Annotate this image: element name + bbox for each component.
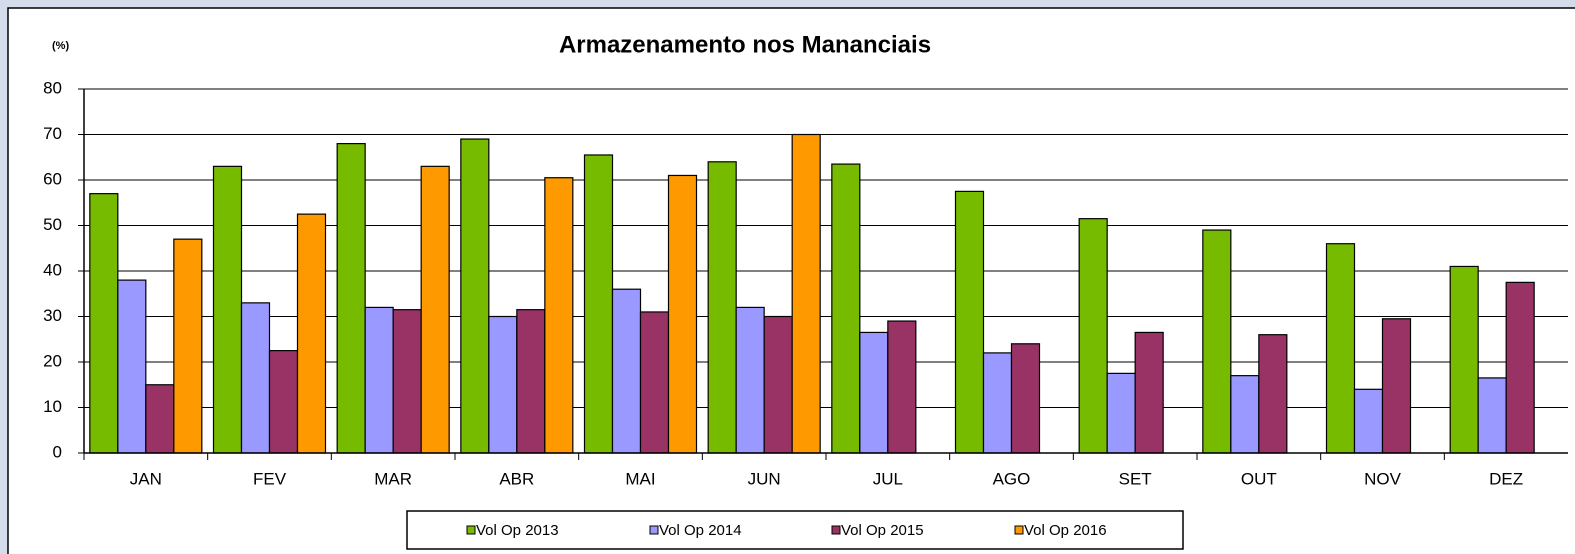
x-tick-label: DEZ xyxy=(1489,469,1523,488)
y-tick-label: 50 xyxy=(43,215,62,234)
bar xyxy=(1381,318,1412,454)
chart-frame xyxy=(7,7,1575,554)
bar xyxy=(544,177,574,454)
legend-label: Vol Op 2014 xyxy=(659,522,742,539)
x-tick-label: AGO xyxy=(993,469,1031,488)
bar xyxy=(460,138,490,454)
legend-swatch xyxy=(831,525,841,535)
y-tick-label: 40 xyxy=(43,260,62,279)
legend-swatch xyxy=(466,525,476,535)
bar xyxy=(1078,218,1108,454)
y-tick-label: 70 xyxy=(43,124,62,143)
bar xyxy=(735,306,765,454)
legend-swatch xyxy=(649,525,659,535)
bar xyxy=(1202,229,1232,454)
legend-label: Vol Op 2015 xyxy=(841,522,924,539)
legend-box xyxy=(406,510,1184,550)
y-tick-label: 60 xyxy=(43,169,62,188)
x-tick-label: SET xyxy=(1119,469,1152,488)
bar xyxy=(791,133,821,454)
bar xyxy=(887,320,917,454)
x-tick-label: ABR xyxy=(499,469,534,488)
bar xyxy=(954,190,985,454)
x-tick-label: NOV xyxy=(1364,469,1402,488)
bar xyxy=(392,309,422,454)
y-tick-label: 20 xyxy=(43,351,62,370)
y-tick-label: 10 xyxy=(43,397,62,416)
y-tick-label: 0 xyxy=(53,442,62,461)
bar xyxy=(516,309,546,454)
y-axis-label: (%) xyxy=(52,40,69,52)
bar xyxy=(583,154,614,454)
bar xyxy=(763,315,793,454)
bar xyxy=(420,165,450,454)
x-tick-label: MAI xyxy=(625,469,655,488)
bar xyxy=(1230,375,1260,454)
bar xyxy=(336,143,366,454)
bar xyxy=(831,163,861,454)
bar xyxy=(1258,334,1288,454)
legend-swatch xyxy=(1014,525,1024,535)
bar xyxy=(707,161,737,454)
bar xyxy=(240,302,271,454)
bar xyxy=(1353,388,1384,454)
y-tick-label: 80 xyxy=(43,78,62,97)
y-tick-label: 30 xyxy=(43,306,62,325)
bar xyxy=(611,288,642,454)
x-tick-label: JAN xyxy=(130,469,162,488)
bar xyxy=(1106,372,1136,454)
bar xyxy=(268,350,299,454)
legend-label: Vol Op 2013 xyxy=(476,522,559,539)
bar xyxy=(488,315,518,454)
x-tick-label: OUT xyxy=(1241,469,1277,488)
bar xyxy=(667,174,698,454)
bar xyxy=(1010,343,1041,454)
bar xyxy=(982,352,1013,454)
bar xyxy=(1325,243,1356,454)
chart-title: Armazenamento nos Mananciais xyxy=(559,31,931,58)
bar xyxy=(1449,265,1479,454)
bar xyxy=(296,213,327,454)
bar xyxy=(117,279,147,454)
bar xyxy=(1505,281,1535,454)
x-tick-label: JUL xyxy=(873,469,903,488)
bar xyxy=(639,311,670,454)
bar xyxy=(1477,377,1507,454)
x-tick-label: FEV xyxy=(253,469,287,488)
bar xyxy=(89,193,119,454)
bar xyxy=(173,238,203,454)
bar xyxy=(859,331,889,454)
bar xyxy=(145,384,175,454)
x-tick-label: MAR xyxy=(374,469,412,488)
legend-label: Vol Op 2016 xyxy=(1024,522,1107,539)
x-tick-label: JUN xyxy=(748,469,781,488)
bar xyxy=(364,306,394,454)
bar xyxy=(212,165,243,454)
bar xyxy=(1134,331,1164,454)
